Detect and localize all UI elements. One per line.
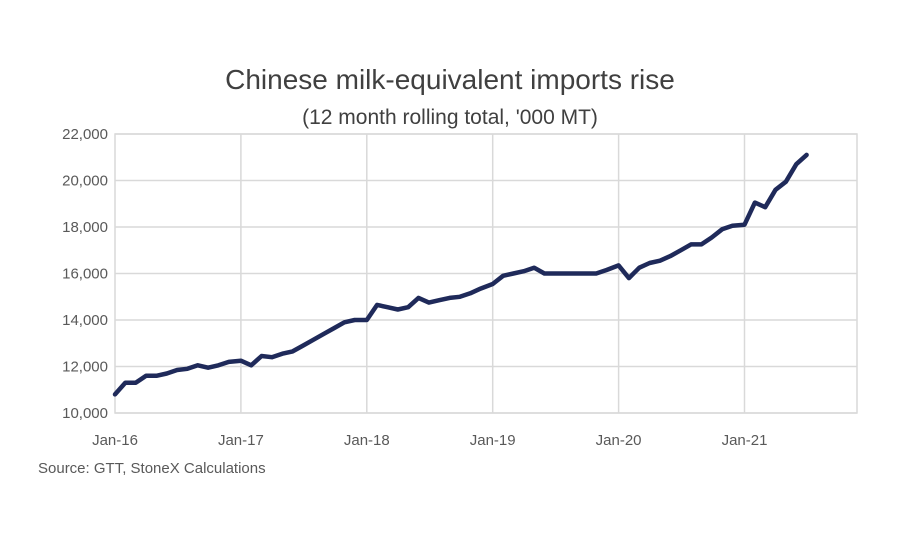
- x-tick-label: Jan-17: [218, 432, 264, 449]
- y-tick-label: 14,000: [62, 312, 108, 329]
- x-tick-label: Jan-18: [344, 432, 390, 449]
- chart-subtitle: (12 month rolling total, '000 MT): [302, 106, 598, 129]
- series-line: [112, 152, 809, 397]
- y-tick-label: 16,000: [62, 266, 108, 283]
- y-tick-label: 12,000: [62, 359, 108, 376]
- x-tick-label: Jan-21: [722, 432, 768, 449]
- y-tick-label: 20,000: [62, 173, 108, 190]
- y-tick-label: 22,000: [62, 126, 108, 143]
- y-tick-label: 18,000: [62, 219, 108, 236]
- x-tick-label: Jan-16: [92, 432, 138, 449]
- x-tick-label: Jan-20: [596, 432, 642, 449]
- plot-area: [112, 152, 809, 397]
- source-note: Source: GTT, StoneX Calculations: [38, 460, 266, 477]
- y-axis: 10,000 12,000 14,000 16,000 18,000 20,000 22,0…: [62, 126, 108, 422]
- x-tick-label: Jan-19: [470, 432, 516, 449]
- chart-title: Chinese milk-equivalent imports rise: [225, 64, 675, 95]
- x-axis: Jan-16 Jan-17 Jan-18 Jan-19 Jan-20 Jan-21: [92, 432, 767, 449]
- gridlines: [114, 133, 858, 414]
- y-tick-label: 10,000: [62, 405, 108, 422]
